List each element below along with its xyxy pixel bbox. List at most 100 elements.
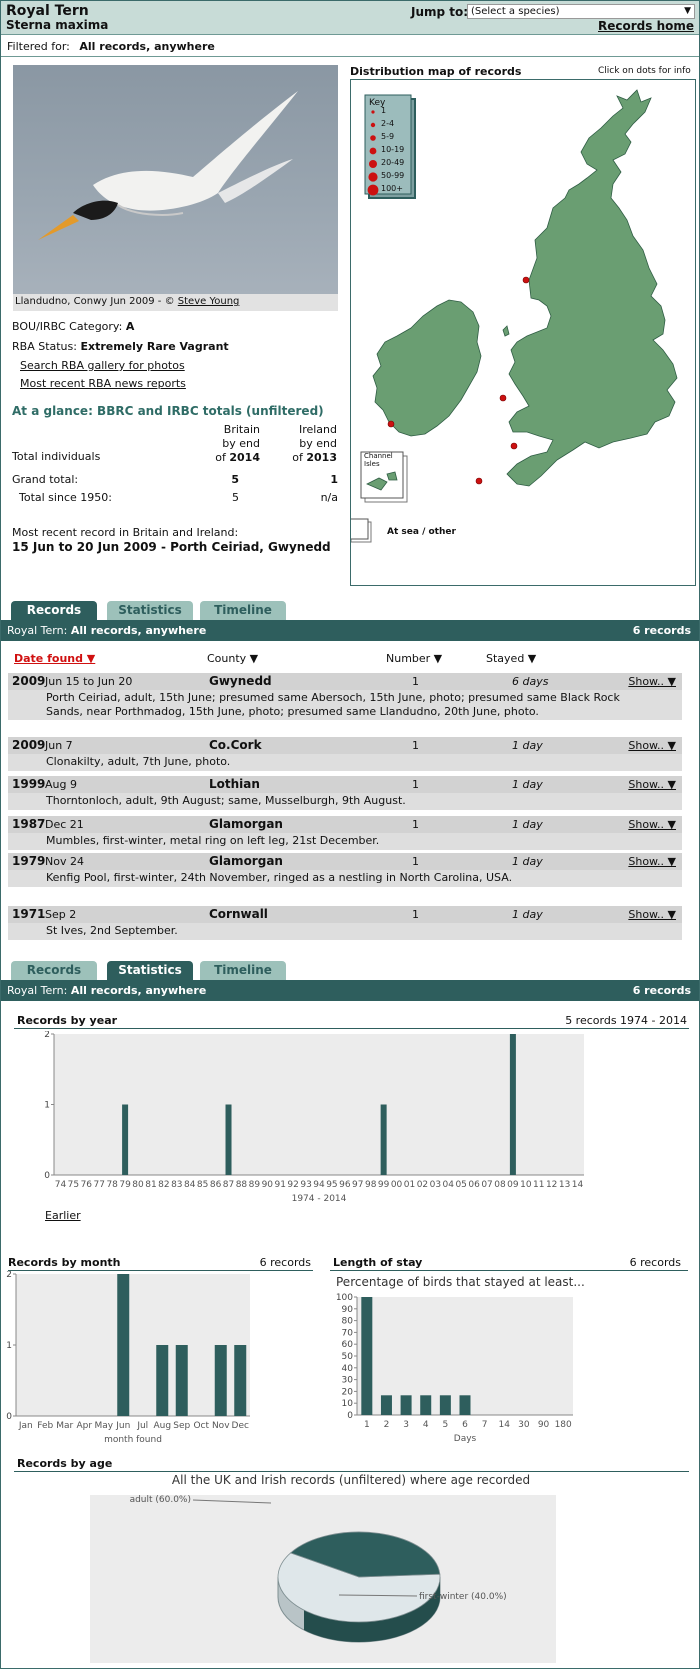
photo-credit-link[interactable]: Steve Young [177, 296, 240, 307]
record-date: Aug 9 [45, 778, 77, 791]
x-tick-label: Sep [173, 1421, 190, 1431]
x-tick-label: 82 [158, 1180, 169, 1190]
most-recent-value: 15 Jun to 20 Jun 2009 - Porth Ceiriad, G… [12, 540, 331, 554]
key-dot-3 [369, 147, 377, 155]
record-year: 1979 [12, 854, 46, 868]
x-axis-title: Days [454, 1434, 477, 1444]
x-tick-label: 01 [404, 1180, 415, 1190]
filter-value: All records, anywhere [79, 40, 215, 53]
tern-photo-image [38, 91, 298, 240]
records-home-link[interactable]: Records home [598, 19, 694, 33]
record-date: Jun 7 [45, 739, 73, 752]
x-tick-label: 14 [499, 1420, 511, 1430]
distribution-map: Key 1 2-4 5-9 10-19 20-49 50-99 100+ Channel I… [347, 79, 696, 586]
x-tick-label: 88 [236, 1180, 248, 1190]
earlier-link[interactable]: Earlier [45, 1209, 81, 1222]
tab-statistics-2[interactable]: Statistics [107, 961, 193, 980]
tab-timeline-2[interactable]: Timeline [200, 961, 286, 980]
sort-county[interactable]: County ▼ [207, 652, 259, 665]
x-tick-label: 77 [94, 1180, 105, 1190]
key-dot-4 [369, 160, 377, 168]
map-hint: Click on dots for info [598, 66, 691, 76]
record-description: St Ives, 2nd September. [46, 924, 178, 937]
map-record-dot[interactable] [387, 420, 395, 428]
y-tick-label: 90 [342, 1305, 354, 1315]
y-tick-label: 100 [336, 1293, 353, 1303]
news-link[interactable]: Most recent RBA news reports [20, 377, 186, 390]
x-tick-label: 09 [507, 1180, 519, 1190]
total-individuals-label: Total individuals [12, 450, 101, 463]
filter-label: Filtered for: [7, 40, 70, 53]
x-tick-label: 05 [455, 1180, 466, 1190]
category-value: A [125, 320, 135, 333]
sort-number[interactable]: Number ▼ [386, 652, 443, 665]
channel-isles-label: Channel Isles [364, 452, 393, 468]
pie-leader [338, 1594, 418, 1597]
key-label: 5-9 [381, 132, 395, 141]
record-show-toggle[interactable]: Show.. ▼ [628, 675, 676, 688]
x-tick-label: 81 [145, 1180, 156, 1190]
record-county: Glamorgan [209, 817, 283, 831]
record-stayed: 6 days [512, 675, 549, 688]
record-show-toggle[interactable]: Show.. ▼ [628, 818, 676, 831]
record-row: 1987 Dec 21 Glamorgan 1 1 day Show.. ▼ Mumbles… [8, 816, 682, 850]
bar [459, 1395, 471, 1415]
tab-timeline[interactable]: Timeline [200, 601, 286, 620]
x-tick-label: 1 [364, 1420, 370, 1430]
species-select[interactable]: (Select a species) ▼ [467, 4, 695, 19]
x-tick-label: 91 [274, 1180, 285, 1190]
tab-records-2[interactable]: Records [11, 961, 97, 980]
statistics-bar-species: Royal Tern: [7, 984, 68, 997]
x-tick-label: 83 [171, 1180, 182, 1190]
y-tick-label: 0 [44, 1171, 50, 1181]
bar [225, 1104, 232, 1175]
record-description: Mumbles, first-winter, metal ring on lef… [46, 834, 380, 847]
x-tick-label: Aug [153, 1421, 171, 1431]
bar [380, 1104, 387, 1175]
record-county: Co.Cork [209, 738, 262, 752]
category-line: BOU/IRBC Category: A [12, 320, 134, 333]
record-date: Sep 2 [45, 908, 77, 921]
since-1950-britain: 5 [232, 491, 239, 504]
y-tick-label: 2 [44, 1031, 50, 1040]
map-record-dot[interactable] [499, 394, 507, 402]
record-county: Glamorgan [209, 854, 283, 868]
record-year: 2009 [12, 738, 46, 752]
x-tick-label: 30 [518, 1420, 530, 1430]
x-tick-label: 03 [430, 1180, 441, 1190]
map-record-dot[interactable] [475, 477, 483, 485]
record-show-toggle[interactable]: Show.. ▼ [628, 739, 676, 752]
record-county: Lothian [209, 777, 260, 791]
pie-label: first-winter (40.0%) [419, 1592, 507, 1602]
sort-date-found[interactable]: Date found ▼ [14, 652, 96, 665]
since-1950-label: Total since 1950: [19, 491, 112, 504]
x-tick-label: 97 [352, 1180, 363, 1190]
x-tick-label: 86 [210, 1180, 222, 1190]
map-record-dot[interactable] [510, 442, 518, 450]
record-show-toggle[interactable]: Show.. ▼ [628, 855, 676, 868]
species-select-value: (Select a species) [471, 6, 560, 17]
record-show-toggle[interactable]: Show.. ▼ [628, 778, 676, 791]
x-tick-label: 93 [300, 1180, 311, 1190]
x-tick-label: Mar [56, 1421, 73, 1431]
status-label: RBA Status: [12, 340, 77, 353]
records-bar-filter: All records, anywhere [70, 624, 207, 637]
tab-statistics[interactable]: Statistics [107, 601, 193, 620]
map-record-dot[interactable] [522, 276, 530, 284]
y-tick-label: 1 [44, 1101, 50, 1111]
ireland-head-label: Ireland [298, 423, 337, 436]
ireland-land [372, 299, 482, 437]
y-tick-label: 80 [342, 1317, 354, 1327]
channel-isles-inset [360, 451, 408, 503]
record-show-toggle[interactable]: Show.. ▼ [628, 908, 676, 921]
gallery-link[interactable]: Search RBA gallery for photos [20, 359, 185, 372]
x-tick-label: 04 [443, 1180, 455, 1190]
map-key-title: Key [369, 98, 386, 108]
britain-year: 2014 [229, 451, 260, 464]
tab-records[interactable]: Records [11, 601, 97, 620]
species-photo[interactable] [13, 65, 338, 294]
sort-stayed[interactable]: Stayed ▼ [486, 652, 537, 665]
pie-slice [277, 1552, 441, 1623]
record-number: 1 [412, 778, 419, 791]
record-year: 1971 [12, 907, 46, 921]
